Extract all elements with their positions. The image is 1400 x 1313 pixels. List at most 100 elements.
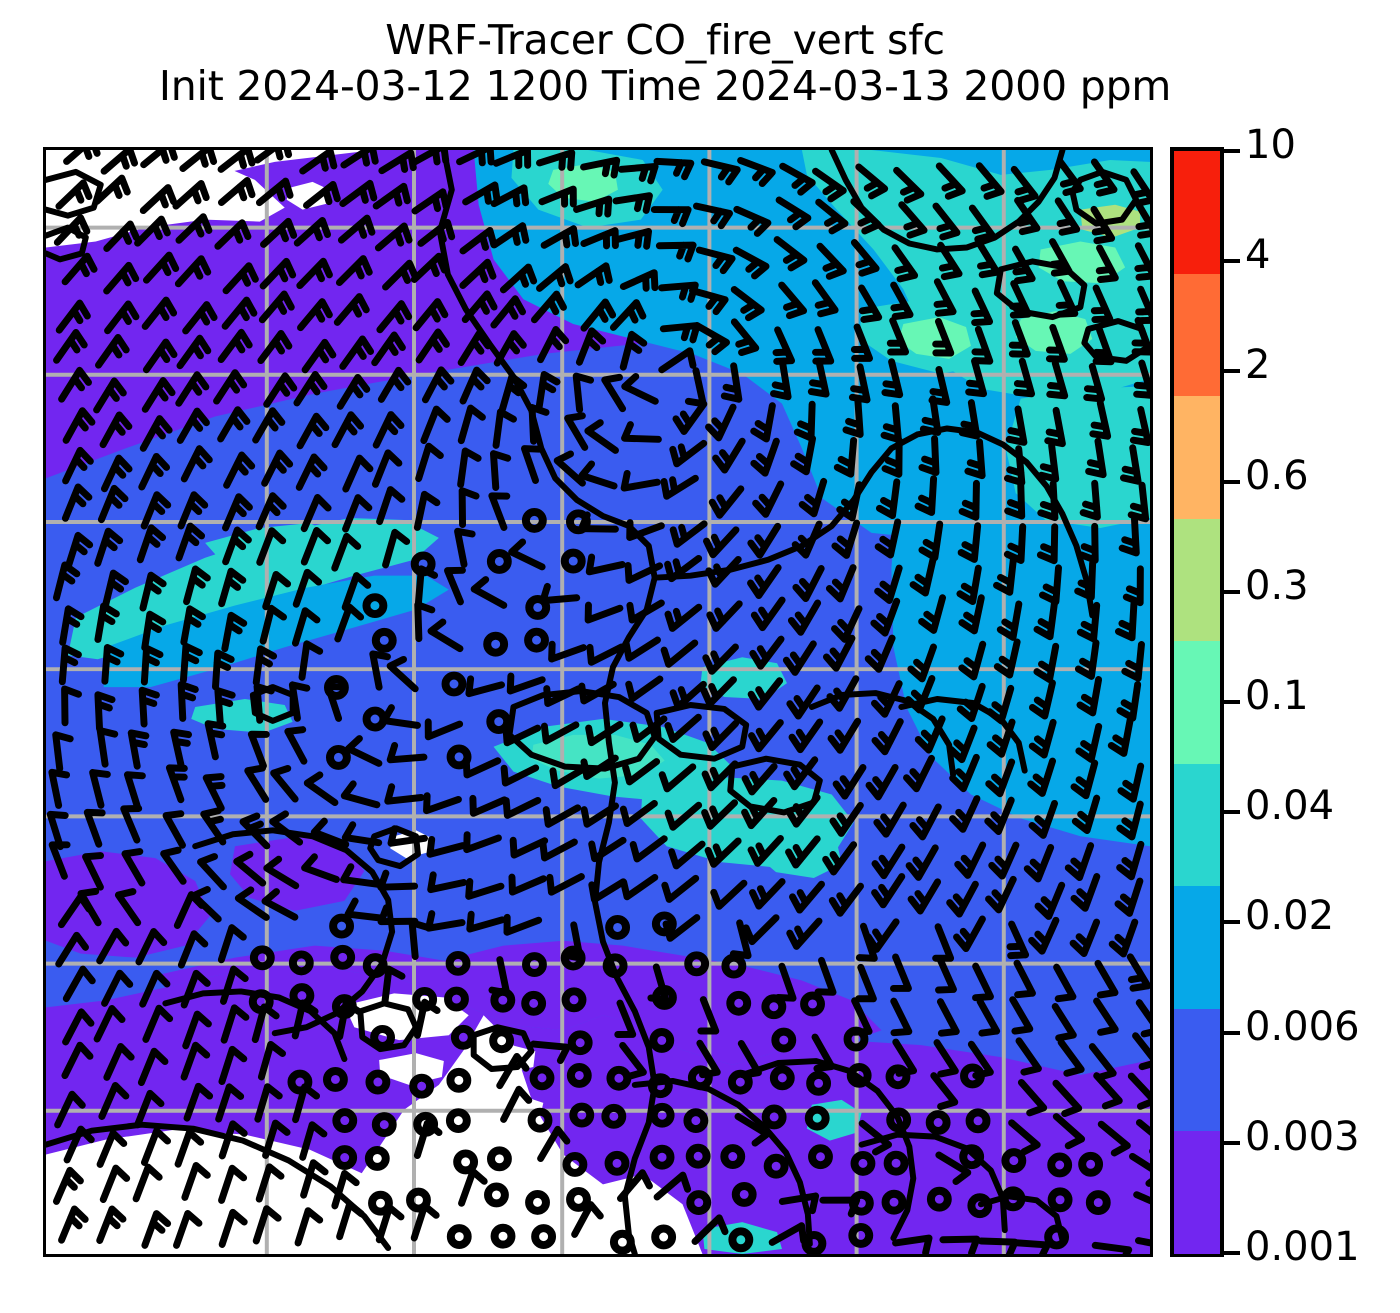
wind-barb (61, 252, 98, 286)
wind-barb (881, 358, 904, 399)
wind-barb (864, 918, 900, 953)
wind-barb (183, 565, 211, 606)
wind-barb (62, 407, 96, 444)
wind-barb (536, 150, 576, 172)
wind-barb (914, 475, 938, 516)
wind-barb (410, 252, 448, 283)
calm-wind-symbol (881, 1189, 907, 1215)
wind-barb (461, 290, 498, 324)
wind-barb (458, 1167, 488, 1207)
wind-barb (244, 764, 270, 803)
wind-barb (741, 796, 778, 830)
wind-barb (816, 242, 847, 280)
wind-barb (617, 163, 659, 185)
wind-barb (750, 402, 776, 443)
wind-barb (183, 1082, 214, 1122)
calm-wind-symbol (771, 1027, 797, 1053)
wind-barb (233, 850, 267, 887)
wind-barb (62, 446, 94, 485)
wind-barb (300, 494, 332, 533)
calm-wind-symbol (368, 1190, 393, 1216)
wind-barb (77, 887, 102, 927)
wind-barb (930, 1072, 959, 1110)
calm-wind-symbol (649, 1144, 675, 1170)
wind-barb (371, 449, 403, 488)
wind-barb (270, 764, 299, 803)
wind-barb (1023, 844, 1055, 883)
wind-barb (176, 334, 212, 370)
wind-barb (297, 298, 333, 332)
wind-barb (976, 998, 1001, 1037)
title-line-2: Init 2024-03-12 1200 Time 2024-03-13 200… (158, 61, 1172, 110)
wind-barb (103, 1043, 135, 1081)
wind-barb (1064, 842, 1095, 882)
wind-barb (939, 1235, 981, 1254)
map-plot-area[interactable] (43, 147, 1153, 1257)
wind-barb (1028, 718, 1057, 759)
wind-barb (218, 567, 247, 608)
colorbar-tick (1224, 479, 1240, 484)
calm-wind-symbol (960, 1063, 985, 1089)
wind-barb (380, 704, 421, 729)
colorbar-tick-label: 0.001 (1245, 1224, 1360, 1270)
calm-wind-symbol (410, 551, 436, 577)
calm-wind-symbol (441, 671, 467, 697)
calm-wind-symbol (371, 1112, 397, 1138)
calm-wind-symbol (487, 1146, 512, 1172)
wind-barb (1069, 918, 1101, 958)
wind-barb (588, 836, 627, 863)
wind-barb (58, 366, 92, 403)
calm-wind-symbol (370, 1025, 396, 1050)
wind-barb (220, 1004, 250, 1044)
wind-barb (218, 1045, 248, 1086)
calm-wind-symbol (806, 1070, 832, 1096)
wind-barb (140, 491, 172, 530)
wind-barb (918, 594, 947, 634)
wind-barb (260, 217, 298, 248)
wind-barb (502, 724, 542, 747)
wind-barb (382, 528, 411, 569)
wind-barb (261, 888, 299, 921)
wind-barb (975, 239, 1001, 279)
wind-barb (535, 370, 561, 412)
wind-barb (814, 956, 837, 996)
wind-barb (294, 1207, 324, 1247)
wind-barb (749, 878, 786, 910)
wind-barb (612, 227, 653, 250)
calm-wind-symbol (446, 1067, 472, 1093)
wind-barb (580, 156, 621, 179)
colorbar-tick-label: 0.1 (1245, 673, 1309, 719)
wind-barb (138, 686, 160, 728)
wind-barb (1074, 559, 1097, 601)
wind-barb (619, 1041, 647, 1080)
wind-barb (1108, 918, 1139, 958)
wind-barb (500, 764, 540, 787)
colorbar-tick (1224, 810, 1240, 815)
calm-wind-symbol (524, 627, 549, 653)
wind-barb (918, 520, 944, 561)
wind-barb (301, 853, 340, 883)
wind-barb (578, 680, 617, 705)
wind-barb (958, 399, 981, 440)
wind-barb (958, 594, 985, 635)
colorbar-band (1174, 1008, 1220, 1132)
wind-barb (858, 284, 883, 323)
wind-barb (705, 555, 742, 588)
colorbar[interactable] (1170, 147, 1224, 1257)
wind-barb (1135, 1119, 1150, 1154)
wind-barb (811, 279, 839, 318)
wind-barb (573, 195, 613, 218)
wind-barb (747, 834, 784, 867)
calm-wind-symbol (525, 1189, 550, 1215)
wind-barb (202, 773, 226, 812)
wind-barb (223, 451, 256, 489)
wind-barb (300, 527, 332, 566)
wind-barb (303, 771, 339, 807)
wind-barb (257, 330, 293, 365)
wind-barb (93, 377, 127, 414)
colorbar-tick-label: 0.02 (1245, 893, 1335, 940)
wind-barb (958, 479, 980, 521)
calm-wind-symbol (1000, 1186, 1026, 1212)
wind-barb (893, 166, 925, 204)
wind-barb (972, 962, 994, 1002)
